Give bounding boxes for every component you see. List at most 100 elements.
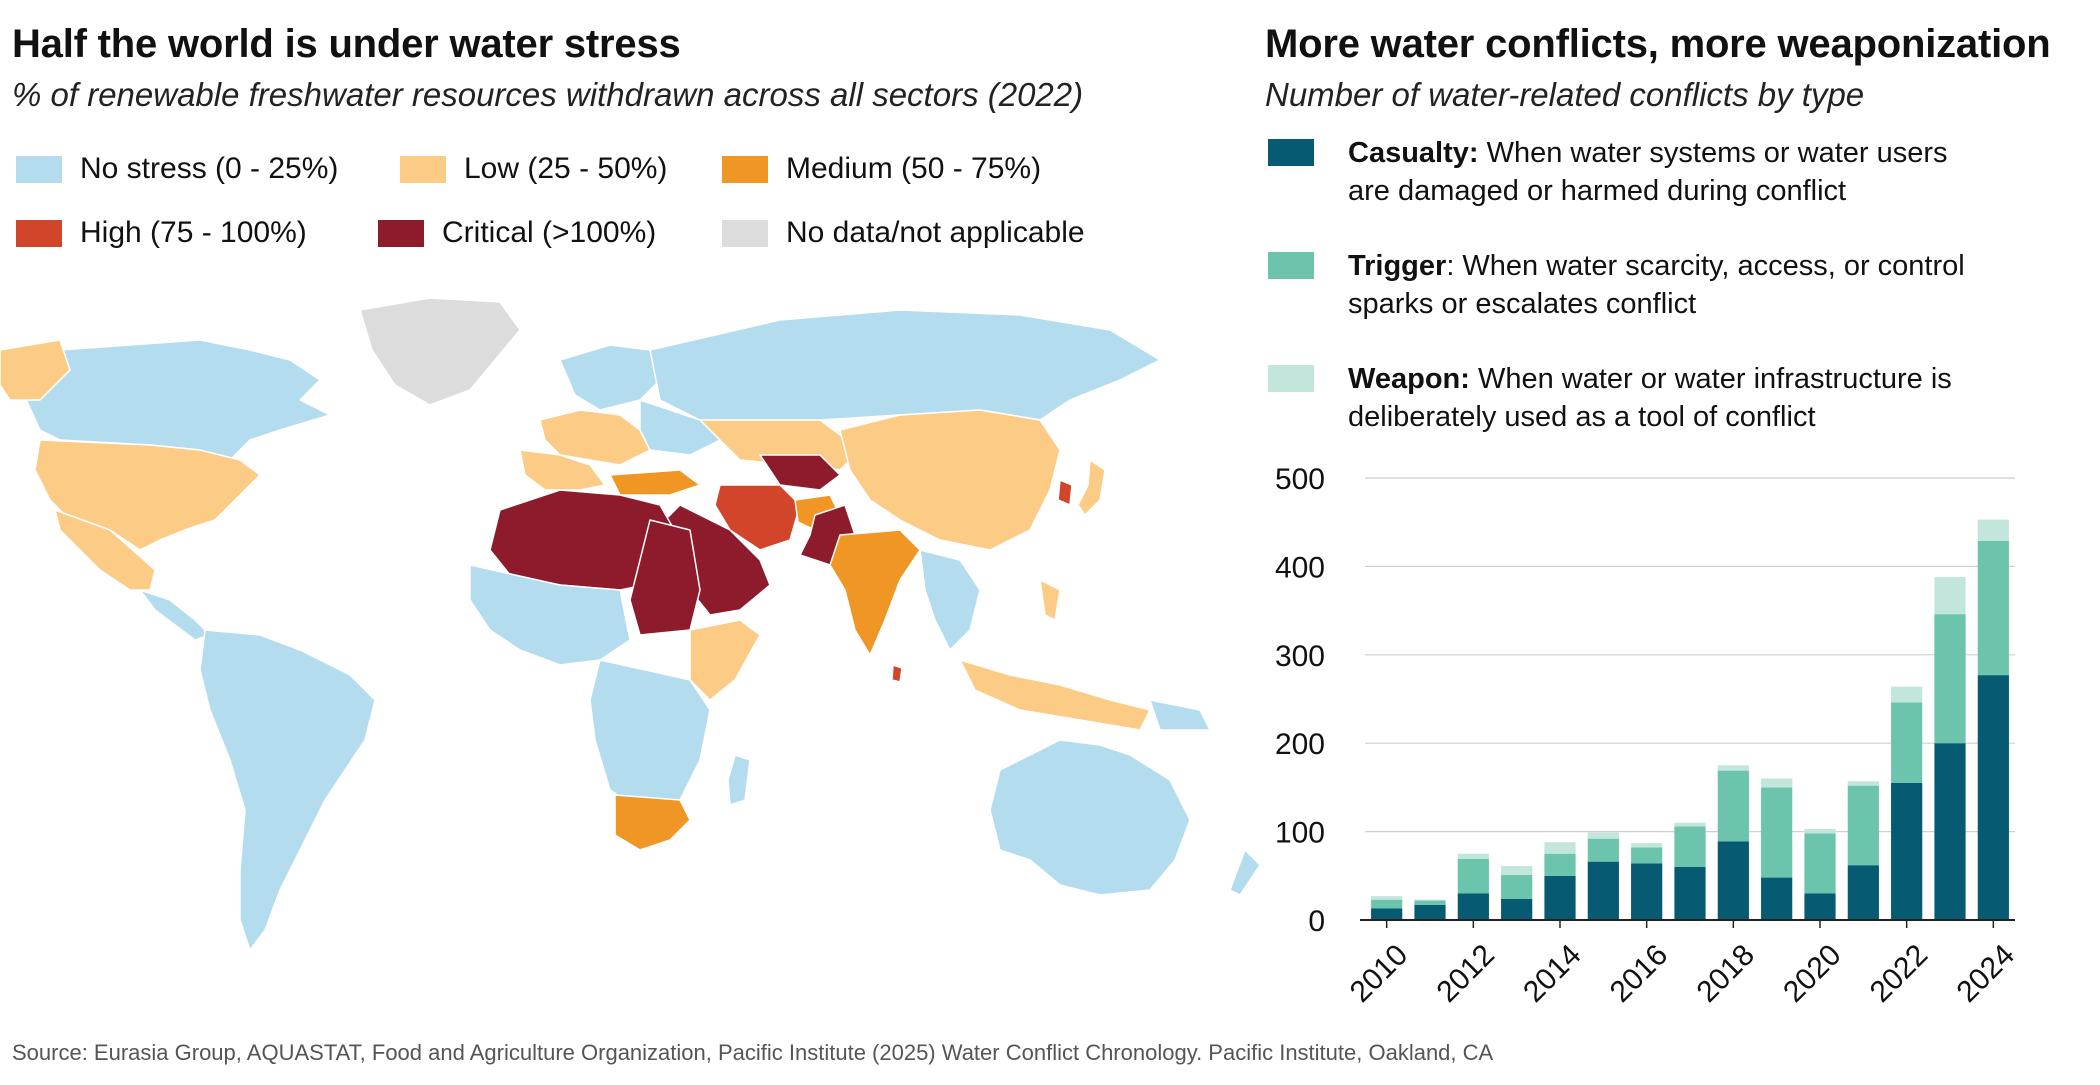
conflicts-bar-chart: 0 100 200 300 400 500 2010 2012 2014 2016 2018 2020… — [1275, 463, 2021, 1009]
bar-weapon — [1804, 828, 1836, 834]
type-desc-line2: deliberately used as a tool of conflict — [1348, 401, 1816, 433]
legend-item-no-data: No data/not applicable — [722, 216, 1085, 250]
map-central-africa — [589, 659, 711, 811]
bar-weapon — [1977, 519, 2009, 541]
bar-weapon — [1371, 896, 1403, 900]
type-name: Weapon: — [1348, 363, 1470, 395]
map-turkey — [609, 469, 701, 496]
bar-trigger — [1977, 540, 2009, 676]
bar-weapon — [1501, 866, 1533, 875]
map-iran — [714, 484, 801, 551]
type-desc-line2: sparks or escalates conflict — [1348, 288, 1697, 320]
bar-casualty — [1587, 861, 1619, 920]
legend-swatch — [16, 219, 62, 247]
bar-trigger — [1847, 785, 1879, 866]
bar-trigger — [1457, 859, 1489, 894]
legend-swatch — [722, 219, 768, 247]
map-east-africa — [689, 619, 761, 701]
map-europe-south — [519, 449, 606, 491]
bar-casualty — [1804, 893, 1836, 920]
bar-trigger — [1501, 874, 1533, 899]
type-desc-line2: are damaged or harmed during conflict — [1348, 175, 1847, 207]
bar-casualty — [1847, 865, 1879, 920]
bar-weapon — [1717, 765, 1749, 771]
map-uzbek-turkmen — [759, 454, 841, 491]
bar-weapon — [1934, 577, 1966, 615]
map-india — [829, 529, 921, 656]
bar-trigger — [1761, 787, 1793, 878]
type-swatch — [1268, 252, 1314, 279]
type-casualty: Casualty: When water systems or water us… — [1268, 134, 1948, 210]
map-png — [1149, 699, 1211, 731]
bar-weapon — [1631, 843, 1663, 848]
legend-item-low: Low (25 - 50%) — [400, 152, 667, 186]
bar-weapon — [1761, 778, 1793, 788]
bar-casualty — [1544, 875, 1576, 920]
map-central-america — [139, 589, 211, 641]
x-tick-label: 2022 — [1864, 938, 1935, 1009]
legend-item-medium: Medium (50 - 75%) — [722, 152, 1041, 186]
legend-label: High (75 - 100%) — [80, 216, 307, 249]
x-tick-label: 2012 — [1430, 938, 1501, 1009]
map-japan — [1077, 459, 1106, 516]
map-new-zealand — [1229, 849, 1261, 896]
type-swatch — [1268, 365, 1314, 392]
bar-trigger — [1631, 847, 1663, 864]
bar-weapon — [1414, 899, 1446, 901]
map-greenland — [359, 297, 521, 406]
legend-swatch — [16, 155, 62, 183]
map-philippines — [1039, 579, 1061, 621]
bar-trigger — [1674, 826, 1706, 867]
legend-label: Low (25 - 50%) — [464, 152, 668, 185]
world-water-stress-map — [0, 297, 1261, 951]
map-west-africa — [469, 564, 631, 666]
bar-weapon — [1457, 853, 1489, 860]
map-se-asia — [919, 549, 981, 651]
type-trigger: Trigger: When water scarcity, access, or… — [1268, 247, 1965, 323]
bar-trigger — [1414, 900, 1446, 905]
bar-weapon — [1587, 832, 1619, 839]
y-tick-label: 500 — [1275, 463, 1325, 496]
map-korea — [1057, 479, 1073, 506]
y-tick-label: 100 — [1275, 817, 1325, 850]
map-south-america — [199, 629, 376, 951]
map-indonesia — [959, 659, 1151, 731]
type-desc: When water systems or water users — [1478, 137, 1948, 169]
bar-trigger — [1804, 833, 1836, 894]
bar-casualty — [1717, 841, 1749, 920]
map-south-africa — [614, 794, 691, 851]
map-madagascar — [727, 754, 751, 806]
legend-item-high: High (75 - 100%) — [16, 216, 307, 250]
map-europe-north — [559, 344, 661, 411]
bar-casualty — [1761, 877, 1793, 920]
type-desc: When water or water infrastructure is — [1469, 363, 1952, 395]
map-china — [839, 409, 1061, 551]
map-subtitle: % of renewable freshwater resources with… — [12, 76, 1084, 113]
x-tick-label: 2018 — [1690, 938, 1761, 1009]
map-europe-west — [539, 409, 651, 466]
bar-trigger — [1587, 838, 1619, 862]
x-tick-label: 2024 — [1950, 938, 2021, 1009]
map-australia — [989, 739, 1191, 896]
type-weapon: Weapon: When water or water infrastructu… — [1268, 360, 1952, 436]
y-tick-label: 200 — [1275, 728, 1325, 761]
bar-weapon — [1544, 842, 1576, 854]
legend-label: Medium (50 - 75%) — [786, 152, 1042, 185]
bar-casualty — [1414, 904, 1446, 920]
bar-casualty — [1891, 782, 1923, 920]
type-swatch — [1268, 139, 1314, 166]
y-tick-label: 300 — [1275, 640, 1325, 673]
legend-item-critical: Critical (>100%) — [378, 216, 656, 250]
y-tick-label: 400 — [1275, 551, 1325, 584]
legend-label: No stress (0 - 25%) — [80, 152, 339, 185]
bar-trigger — [1934, 614, 1966, 744]
legend-label: Critical (>100%) — [442, 216, 657, 249]
bar-casualty — [1631, 863, 1663, 920]
bar-weapon — [1674, 822, 1706, 827]
bar-casualty — [1371, 908, 1403, 920]
legend-item-no-stress: No stress (0 - 25%) — [16, 152, 338, 186]
bar-casualty — [1977, 675, 2009, 920]
chart-title: More water conflicts, more weaponization — [1265, 22, 2051, 66]
x-tick-label: 2020 — [1777, 938, 1848, 1009]
x-tick-label: 2010 — [1344, 938, 1415, 1009]
